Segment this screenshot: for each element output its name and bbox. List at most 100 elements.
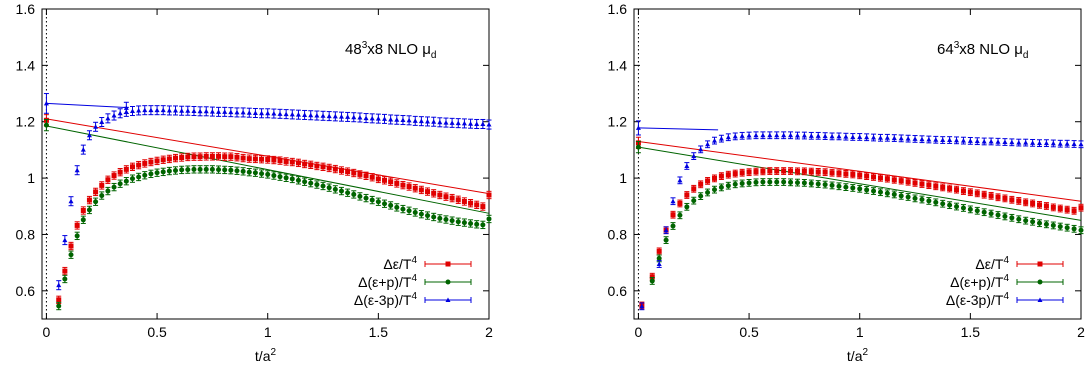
marker-triangle [394, 117, 400, 122]
data-point-s1 [843, 169, 849, 178]
marker-circle [418, 211, 424, 217]
marker-triangle [967, 138, 973, 143]
data-point-s2 [308, 179, 314, 188]
x-axis-label-sup: 2 [271, 347, 277, 358]
data-point-s1 [677, 199, 683, 208]
data-point-s3 [1043, 139, 1049, 148]
marker-square [338, 167, 344, 173]
data-point-s3 [857, 133, 863, 141]
marker-circle [871, 188, 877, 194]
marker-triangle [425, 118, 431, 124]
marker-circle [912, 195, 918, 201]
marker-triangle [246, 110, 252, 115]
data-point-s3 [486, 119, 492, 130]
data-point-s1 [234, 153, 240, 162]
data-point-s2 [173, 166, 179, 175]
data-point-s1 [981, 190, 987, 199]
data-point-s2 [228, 166, 234, 175]
marker-square [926, 182, 932, 188]
data-point-s2 [940, 199, 946, 208]
marker-circle [375, 199, 381, 205]
data-point-s2 [967, 205, 973, 214]
marker-triangle [154, 107, 160, 113]
marker-square [142, 160, 148, 166]
data-point-s2 [443, 215, 449, 224]
marker-circle [1064, 225, 1070, 231]
data-point-s2 [166, 166, 172, 176]
marker-triangle [1050, 140, 1056, 146]
data-point-s2 [357, 192, 363, 201]
data-point-s1 [718, 172, 724, 180]
data-point-s3 [767, 131, 773, 140]
marker-triangle [388, 116, 394, 122]
marker-square [179, 155, 185, 161]
marker-circle [412, 209, 418, 215]
data-point-s2 [369, 195, 375, 205]
data-point-s2 [326, 183, 332, 192]
marker-triangle [739, 133, 745, 138]
marker-square [767, 168, 773, 174]
data-point-s3 [252, 107, 258, 118]
fit-line-1 [638, 140, 1082, 202]
marker-circle [363, 195, 369, 201]
data-point-s3 [160, 105, 166, 116]
marker-triangle [753, 132, 759, 138]
data-point-s1 [468, 199, 474, 208]
marker-circle [234, 168, 240, 174]
data-point-s3 [388, 114, 394, 125]
marker-square [781, 168, 787, 174]
marker-circle [1071, 226, 1077, 232]
marker-square [829, 170, 835, 176]
data-point-s3 [926, 135, 932, 144]
marker-square [1023, 199, 1029, 205]
data-point-s3 [431, 116, 437, 127]
marker-circle [369, 197, 375, 203]
marker-triangle [1057, 141, 1063, 146]
marker-triangle [663, 227, 669, 233]
data-point-s3 [995, 137, 1001, 146]
marker-circle [246, 169, 252, 175]
marker-triangle [486, 122, 492, 127]
panel-annotation-sup: 3 [954, 40, 960, 51]
marker-circle [864, 187, 870, 193]
marker-square [947, 186, 953, 192]
data-point-s3 [148, 105, 154, 116]
marker-circle [732, 181, 738, 187]
data-point-s3 [326, 111, 332, 122]
data-point-s1 [767, 167, 773, 175]
data-point-s1 [857, 171, 863, 180]
data-point-s3 [129, 106, 135, 117]
marker-square [437, 192, 443, 198]
data-point-s2 [234, 166, 240, 175]
data-point-s2 [480, 220, 486, 230]
marker-square [259, 156, 265, 162]
marker-circle [877, 189, 883, 195]
data-point-s1 [1002, 194, 1008, 203]
data-point-s1 [1009, 195, 1015, 204]
marker-circle [725, 183, 731, 189]
marker-square [160, 157, 166, 163]
data-point-s2 [974, 206, 980, 215]
x-tick-label: 1 [264, 324, 272, 340]
marker-triangle [185, 108, 191, 113]
marker-circle [760, 179, 766, 185]
data-point-s1 [136, 160, 142, 170]
x-tick-label: 0.5 [147, 324, 167, 340]
marker-triangle [871, 135, 877, 140]
data-point-s3 [363, 113, 369, 124]
marker-circle [345, 190, 351, 196]
marker-circle [259, 171, 265, 177]
data-point-s2 [62, 274, 68, 284]
data-point-s3 [1057, 139, 1063, 148]
data-point-s2 [246, 168, 252, 177]
data-point-s1 [705, 177, 711, 185]
fit-line-2 [638, 146, 1082, 221]
marker-triangle [209, 109, 215, 114]
legend-label-2-sup: 4 [1003, 273, 1009, 284]
data-point-s3 [111, 110, 117, 121]
marker-triangle [988, 138, 994, 144]
marker-circle [295, 177, 301, 183]
marker-square [698, 181, 704, 187]
marker-triangle [960, 138, 966, 143]
